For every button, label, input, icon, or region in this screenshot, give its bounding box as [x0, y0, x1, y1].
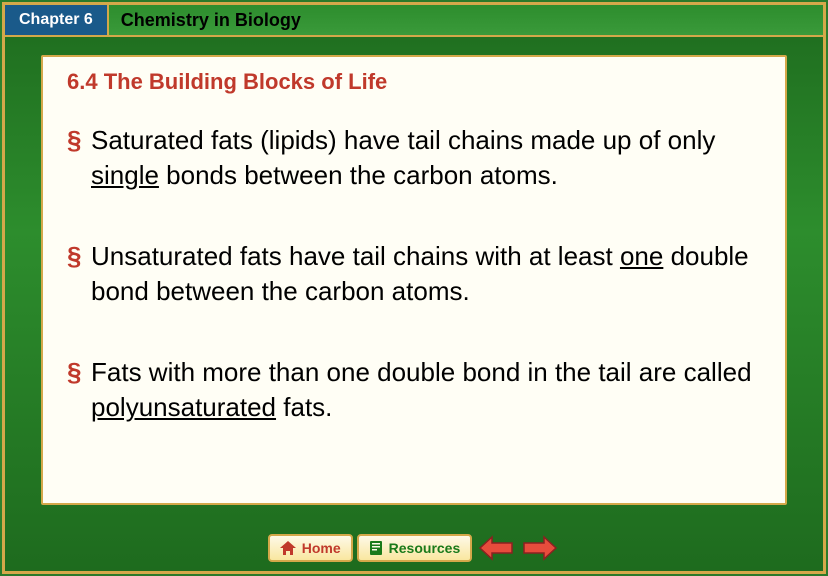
arrow-left-icon — [478, 535, 514, 561]
section-title: 6.4 The Building Blocks of Life — [67, 69, 761, 95]
bullet-item: Fats with more than one double bond in t… — [67, 355, 761, 425]
bullet-text-underlined: polyunsaturated — [91, 392, 276, 422]
content-panel: 6.4 The Building Blocks of Life Saturate… — [41, 55, 787, 505]
home-button[interactable]: Home — [268, 534, 353, 562]
chapter-title: Chemistry in Biology — [109, 5, 823, 37]
header-bar: Chapter 6 Chemistry in Biology — [5, 5, 823, 37]
chapter-title-text: Chemistry in Biology — [121, 10, 301, 31]
chapter-tab: Chapter 6 — [5, 5, 109, 37]
bullet-text-pre: Saturated fats (lipids) have tail chains… — [91, 125, 715, 155]
resources-button[interactable]: Resources — [357, 534, 473, 562]
slide-frame: Chapter 6 Chemistry in Biology 6.4 The B… — [2, 2, 826, 574]
arrow-right-icon — [522, 535, 558, 561]
prev-button[interactable] — [476, 533, 516, 563]
bullet-item: Unsaturated fats have tail chains with a… — [67, 239, 761, 309]
next-button[interactable] — [520, 533, 560, 563]
bottom-nav: Home Resources — [5, 533, 823, 563]
bullet-text-post: bonds between the carbon atoms. — [159, 160, 558, 190]
bullet-text-pre: Fats with more than one double bond in t… — [91, 357, 752, 387]
home-label: Home — [302, 540, 341, 556]
resources-label: Resources — [389, 540, 461, 556]
book-icon — [369, 540, 383, 556]
bullet-text-pre: Unsaturated fats have tail chains with a… — [91, 241, 620, 271]
bullet-text-underlined: single — [91, 160, 159, 190]
bullet-item: Saturated fats (lipids) have tail chains… — [67, 123, 761, 193]
bullet-text-post: fats. — [276, 392, 332, 422]
bullet-text-underlined: one — [620, 241, 663, 271]
home-icon — [280, 541, 296, 555]
chapter-number: Chapter 6 — [19, 11, 93, 29]
bullet-list: Saturated fats (lipids) have tail chains… — [67, 123, 761, 426]
